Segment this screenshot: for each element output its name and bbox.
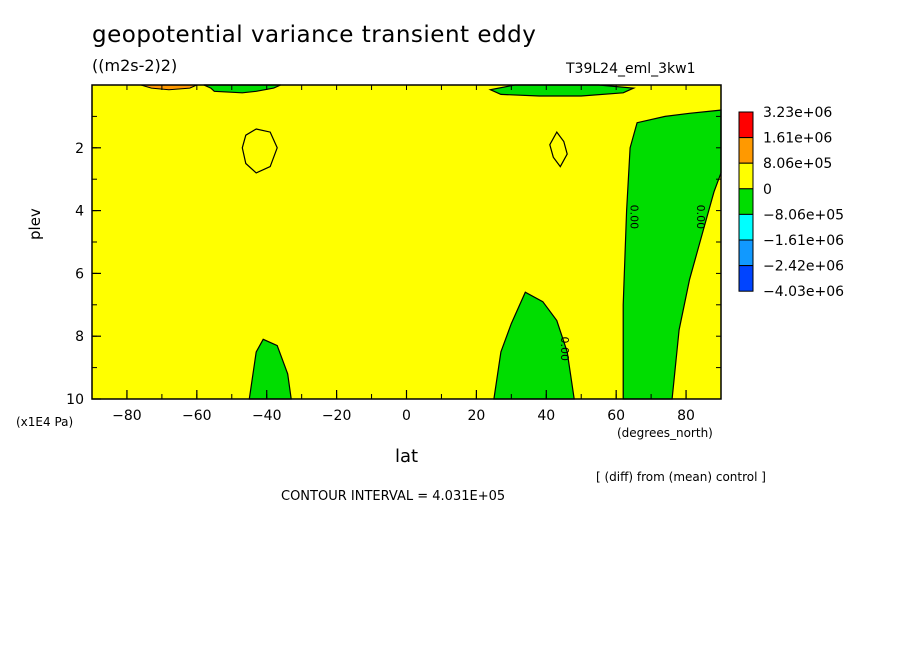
x-tick-label: −40 bbox=[252, 408, 282, 424]
y-tick-label: 4 bbox=[75, 204, 84, 220]
contour-label-0: 0.00 bbox=[628, 205, 641, 230]
legend-swatch bbox=[738, 239, 754, 267]
legend-label: 1.61e+06 bbox=[763, 131, 832, 147]
x-tick-label: −60 bbox=[182, 408, 212, 424]
x-tick-label: 80 bbox=[677, 408, 695, 424]
y-tick-label: 6 bbox=[75, 266, 84, 282]
y-tick-label: 10 bbox=[66, 392, 84, 408]
y-axis-units: (x1E4 Pa) bbox=[16, 415, 74, 429]
legend-label: −1.61e+06 bbox=[763, 233, 844, 249]
x-axis-units: (degrees_north) bbox=[617, 426, 713, 440]
x-tick-label: 60 bbox=[607, 408, 625, 424]
legend-label: −4.03e+06 bbox=[763, 284, 844, 300]
diff-note: [ (diff) from (mean) control ] bbox=[596, 470, 766, 484]
contour-sh-ring bbox=[241, 128, 278, 174]
legend-swatch bbox=[738, 111, 754, 139]
contour-label-1: 0.00 bbox=[694, 205, 707, 230]
legend-label: −2.42e+06 bbox=[763, 259, 844, 275]
x-tick-label: 40 bbox=[537, 408, 555, 424]
contour-label-2: 0.00 bbox=[558, 337, 571, 362]
region-nh-mid bbox=[493, 291, 575, 400]
y-tick-label: 2 bbox=[75, 141, 84, 157]
chart-units: ((m2s-2)2) bbox=[92, 56, 178, 75]
legend-swatch bbox=[738, 137, 754, 164]
legend-label: −8.06e+05 bbox=[763, 207, 844, 223]
legend-swatch bbox=[738, 265, 754, 292]
chart-title: geopotential variance transient eddy bbox=[92, 22, 537, 48]
x-tick-label: −20 bbox=[322, 408, 352, 424]
contour-interval: CONTOUR INTERVAL = 4.031E+05 bbox=[281, 489, 506, 504]
x-tick-label: −80 bbox=[112, 408, 142, 424]
legend-label: 3.23e+06 bbox=[763, 105, 832, 121]
y-tick-label: 8 bbox=[75, 329, 84, 345]
x-tick-label: 20 bbox=[467, 408, 485, 424]
legend-label: 0 bbox=[763, 182, 772, 198]
plot-background bbox=[92, 85, 721, 399]
legend-label: 8.06e+05 bbox=[763, 156, 832, 172]
legend-swatch bbox=[738, 188, 754, 215]
x-tick-label: 0 bbox=[402, 408, 411, 424]
run-label: T39L24_eml_3kw1 bbox=[566, 61, 696, 77]
legend-swatch bbox=[738, 162, 754, 190]
contour-nh-ring bbox=[549, 130, 568, 168]
legend-swatch bbox=[738, 213, 754, 241]
x-axis-label: lat bbox=[395, 446, 419, 467]
